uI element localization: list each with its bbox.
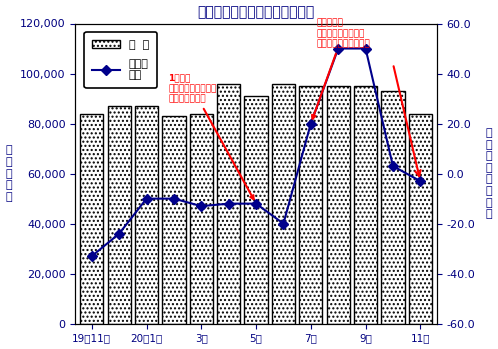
Bar [80,113,104,324]
Text: 前年同月の
急落との比較による
見た目の「特需」終了: 前年同月の 急落との比較による 見た目の「特需」終了 [312,18,370,119]
Bar [381,91,404,324]
Bar [108,106,131,324]
Bar [327,86,350,324]
Y-axis label: 戸
数
（
戸
）: 戸 数 （ 戸 ） [5,146,12,202]
Bar [245,96,268,324]
Legend: 戸  数, 前年同
月比: 戸 数, 前年同 月比 [85,32,157,88]
Bar [354,86,377,324]
Bar [190,113,213,324]
Bar [299,86,322,324]
Bar [217,83,241,324]
Y-axis label: 前
年
同
月
比
（
％
）: 前 年 同 月 比 （ ％ ） [486,128,493,219]
Bar [272,83,295,324]
Text: 1年前は
「改正建築基準法」
施行直後の崩落: 1年前は 「改正建築基準法」 施行直後の崩落 [168,74,253,199]
Bar [162,116,186,324]
Bar [135,106,158,324]
Bar [409,113,432,324]
Title: 新設住宅（戸数・前年同月比）: 新設住宅（戸数・前年同月比） [197,6,315,20]
